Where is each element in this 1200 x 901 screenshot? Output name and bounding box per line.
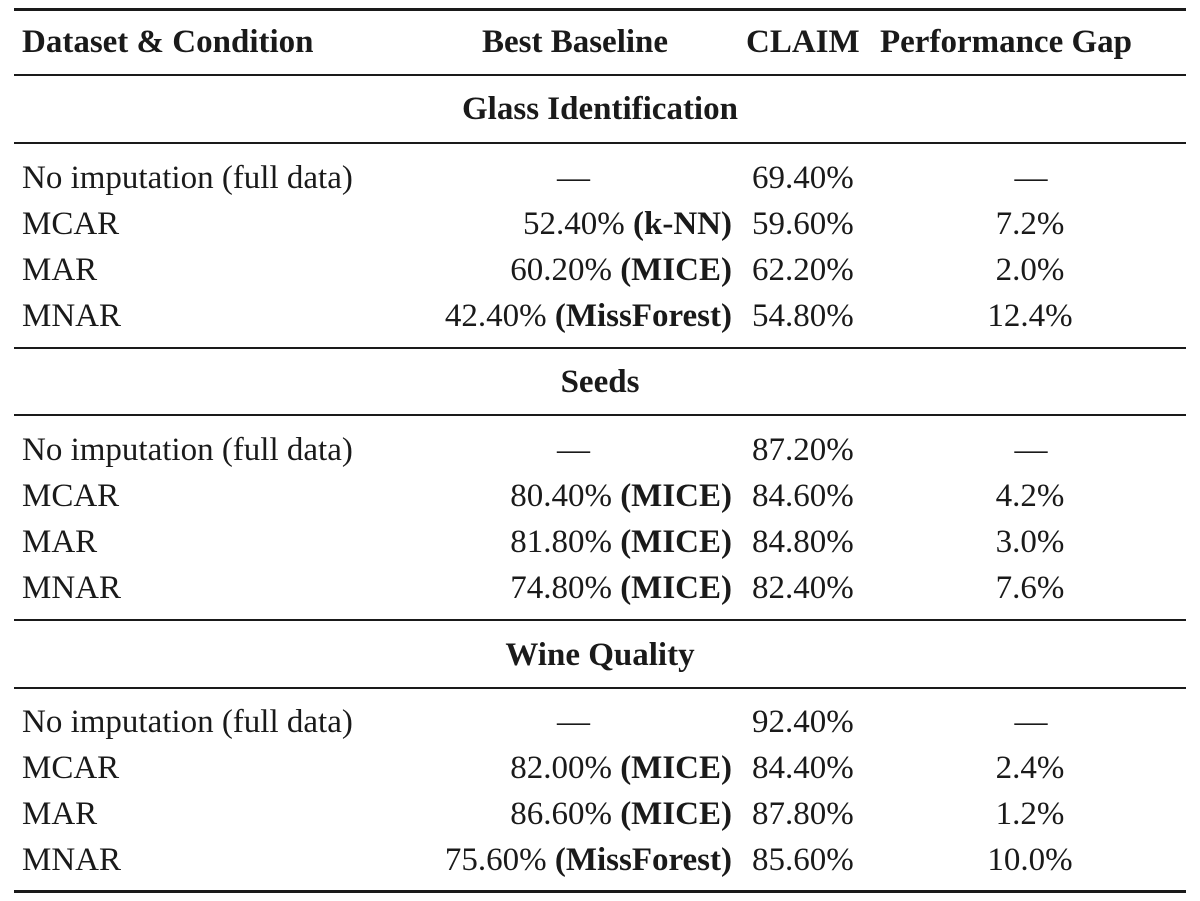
baseline-cell: 80.40% (MICE)	[510, 476, 732, 516]
baseline-value: 86.60%	[510, 796, 612, 832]
baseline-cell: 86.60% (MICE)	[510, 794, 732, 834]
baseline-value: 60.20%	[510, 252, 612, 288]
baseline-method: (MICE)	[620, 750, 732, 786]
baseline-method: (MissForest)	[554, 842, 732, 878]
condition-cell: No imputation (full data)	[22, 704, 353, 740]
baseline-cell: —	[557, 430, 590, 470]
condition-cell: MAR	[22, 524, 98, 560]
section-rule	[14, 687, 1186, 689]
condition-cell: No imputation (full data)	[22, 432, 353, 468]
condition-cell: MAR	[22, 252, 98, 288]
baseline-cell: 74.80% (MICE)	[510, 568, 732, 608]
baseline-value: 52.40%	[523, 206, 625, 242]
section-rule	[14, 619, 1186, 621]
header-performance-gap: Performance Gap	[880, 24, 1132, 60]
claim-cell: 87.20%	[752, 432, 854, 468]
condition-cell: MNAR	[22, 842, 122, 878]
baseline-method: (MICE)	[620, 524, 732, 560]
condition-cell: No imputation (full data)	[22, 160, 353, 196]
claim-cell: 85.60%	[752, 842, 854, 878]
bottom-rule	[14, 890, 1186, 893]
baseline-value: —	[557, 704, 590, 740]
section-rule	[14, 347, 1186, 349]
claim-cell: 84.40%	[752, 750, 854, 786]
condition-cell: MAR	[22, 796, 98, 832]
claim-cell: 87.80%	[752, 796, 854, 832]
baseline-value: 74.80%	[510, 570, 612, 606]
section-title: Wine Quality	[505, 637, 695, 673]
gap-cell: 12.4%	[987, 298, 1073, 334]
claim-cell: 59.60%	[752, 206, 854, 242]
header-dataset-condition: Dataset & Condition	[22, 24, 314, 60]
baseline-cell: —	[557, 702, 590, 742]
baseline-cell: 52.40% (k-NN)	[523, 204, 732, 244]
claim-cell: 69.40%	[752, 160, 854, 196]
baseline-value: 42.40%	[444, 298, 547, 334]
baseline-value: 82.00%	[510, 750, 612, 786]
baseline-cell: —	[557, 158, 590, 198]
baseline-method: (MICE)	[620, 252, 732, 288]
baseline-method: (MICE)	[620, 478, 732, 514]
claim-cell: 82.40%	[752, 570, 854, 606]
baseline-cell: 82.00% (MICE)	[510, 748, 732, 788]
section-rule	[14, 414, 1186, 416]
gap-cell: 7.2%	[995, 206, 1065, 242]
section-rule	[14, 142, 1186, 144]
baseline-method: (k-NN)	[633, 206, 732, 242]
baseline-value: 80.40%	[510, 478, 612, 514]
gap-cell: 3.0%	[995, 524, 1065, 560]
baseline-cell: 81.80% (MICE)	[510, 522, 732, 562]
header-best-baseline: Best Baseline	[481, 24, 669, 60]
baseline-method: (MICE)	[620, 570, 732, 606]
condition-cell: MCAR	[22, 206, 120, 242]
baseline-cell: 60.20% (MICE)	[510, 250, 732, 290]
header-claim: CLAIM	[746, 24, 860, 60]
gap-cell: —	[1014, 432, 1048, 468]
baseline-value: 75.60%	[444, 842, 547, 878]
gap-cell: —	[1014, 160, 1048, 196]
gap-cell: 7.6%	[995, 570, 1065, 606]
baseline-cell: 42.40% (MissForest)	[445, 296, 732, 336]
baseline-method: (MissForest)	[554, 298, 732, 334]
gap-cell: —	[1014, 704, 1048, 740]
claim-cell: 84.60%	[752, 478, 854, 514]
condition-cell: MCAR	[22, 750, 120, 786]
gap-cell: 10.0%	[987, 842, 1073, 878]
section-title: Glass Identification	[462, 91, 738, 127]
claim-cell: 84.80%	[752, 524, 854, 560]
baseline-value: —	[557, 432, 590, 468]
condition-cell: MNAR	[22, 570, 122, 606]
condition-cell: MNAR	[22, 298, 122, 334]
baseline-method: (MICE)	[620, 796, 732, 832]
header-rule	[14, 74, 1186, 76]
claim-cell: 54.80%	[752, 298, 854, 334]
gap-cell: 1.2%	[995, 796, 1065, 832]
condition-cell: MCAR	[22, 478, 120, 514]
baseline-value: 81.80%	[510, 524, 612, 560]
gap-cell: 2.0%	[995, 252, 1065, 288]
claim-cell: 62.20%	[752, 252, 854, 288]
section-title: Seeds	[560, 364, 640, 400]
claim-cell: 92.40%	[752, 704, 854, 740]
top-rule	[14, 8, 1186, 11]
baseline-value: —	[557, 160, 590, 196]
gap-cell: 4.2%	[995, 478, 1065, 514]
gap-cell: 2.4%	[995, 750, 1065, 786]
baseline-cell: 75.60% (MissForest)	[445, 840, 732, 880]
